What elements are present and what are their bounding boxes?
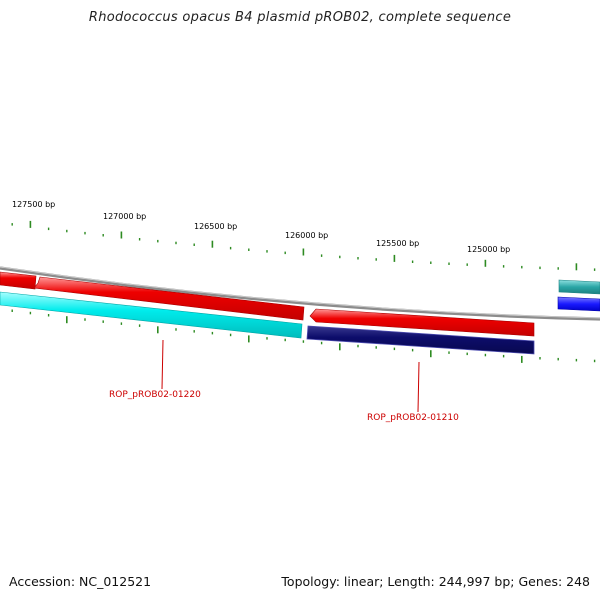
topology-text: Topology: linear; Length: 244,997 bp; Ge… xyxy=(281,574,590,589)
backbone-highlight xyxy=(0,266,600,319)
accession-text: Accession: NC_012521 xyxy=(9,574,152,589)
scale-ticks-top xyxy=(11,220,596,271)
scale-label: 127000 bp xyxy=(103,212,146,221)
scale-ticks-bottom xyxy=(11,309,596,363)
gene-feature-forward[interactable] xyxy=(33,276,305,321)
gene-feature-forward[interactable] xyxy=(309,308,535,337)
gene-label-leader xyxy=(161,339,164,390)
map-title: Rhodococcus opacus B4 plasmid pROB02, co… xyxy=(88,10,512,25)
gene-feature-forward[interactable] xyxy=(0,271,37,290)
gene-feature-edge-blue[interactable] xyxy=(557,296,600,312)
gene-feature-edge-teal[interactable] xyxy=(558,279,600,295)
backbone-line xyxy=(0,266,600,321)
gene-label[interactable]: ROP_pROB02-01220 xyxy=(109,390,201,400)
scale-label: 127500 bp xyxy=(12,200,55,209)
scale-label: 126500 bp xyxy=(194,222,237,231)
scale-label: 125000 bp xyxy=(467,245,510,254)
gene-label[interactable]: ROP_pROB02-01210 xyxy=(367,413,459,423)
gene-feature-reverse-ROP_pROB02-01210[interactable] xyxy=(306,325,535,355)
gene-label-leader xyxy=(417,361,420,413)
gene-feature-reverse-ROP_pROB02-01220[interactable] xyxy=(0,291,303,339)
scale-label: 125500 bp xyxy=(376,239,419,248)
scale-label: 126000 bp xyxy=(285,231,328,240)
